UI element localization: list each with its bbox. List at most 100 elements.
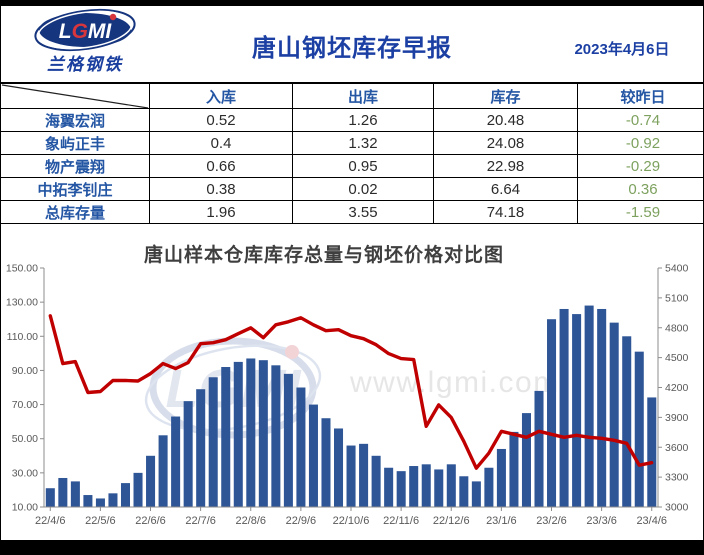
- inventory-bar: [484, 467, 494, 507]
- inventory-bar: [196, 389, 206, 507]
- left-axis-tick-label: 30.00: [12, 467, 38, 479]
- axis-labels: 150.00 130.00 110.00 90.00 70.00 50.00 30.00 10…: [6, 263, 689, 528]
- inventory-bar: [321, 418, 331, 507]
- diagonal-header-cell: [0, 82, 150, 109]
- logo-subtext: 兰格钢铁: [47, 55, 123, 74]
- right-axis-tick-label: 4500: [665, 352, 689, 364]
- left-axis-tick-label: 70.00: [12, 399, 38, 411]
- price-line: [48, 314, 654, 470]
- col-header-delta: 较昨日: [577, 82, 704, 109]
- x-axis-tick-label: 22/5/6: [85, 515, 116, 527]
- table-row: 海翼宏润 0.52 1.26 20.48 -0.74: [0, 108, 704, 132]
- right-axis-tick-label: 5400: [665, 263, 689, 275]
- x-axis-tick-label: 23/4/6: [636, 515, 667, 527]
- inventory-bar: [171, 416, 181, 507]
- inventory-bar: [108, 493, 118, 507]
- inventory-table: 入库 出库 库存 较昨日 海翼宏润 0.52 1.26 20.48 -0.74 …: [0, 82, 704, 224]
- axes: [40, 267, 662, 511]
- diagonal-line: [1, 84, 149, 108]
- inventory-bar: [359, 443, 369, 507]
- page-title: 唐山钢坯库存早报: [252, 35, 452, 62]
- x-axis-tick-label: 22/8/6: [235, 515, 266, 527]
- table-row: 象屿正丰 0.4 1.32 24.08 -0.92: [0, 131, 704, 155]
- cell-stock: 74.18: [433, 200, 578, 224]
- inventory-bar: [58, 477, 68, 507]
- right-axis-tick-label: 3900: [665, 412, 689, 424]
- inventory-bar: [233, 361, 243, 507]
- inventory-bar: [45, 488, 55, 507]
- left-axis-tick-label: 110.00: [7, 331, 38, 343]
- inventory-bar: [133, 472, 143, 507]
- cell-delta: -1.59: [577, 200, 704, 224]
- inventory-bar: [559, 308, 569, 507]
- inventory-bar: [146, 455, 156, 507]
- table-row-total: 总库存量 1.96 3.55 74.18 -1.59: [0, 200, 704, 224]
- table-row: 中拓李钊庄 0.38 0.02 6.64 0.36: [0, 177, 704, 201]
- inventory-bar: [334, 428, 344, 507]
- left-axis-tick-label: 130.00: [6, 297, 38, 309]
- row-name: 海翼宏润: [0, 108, 150, 132]
- left-axis-tick-label: 10.00: [12, 502, 38, 514]
- cell-inbound: 0.52: [149, 108, 293, 132]
- inventory-bar: [208, 377, 218, 507]
- cell-stock: 6.64: [433, 177, 578, 201]
- inventory-bar: [584, 305, 594, 507]
- right-axis-tick-label: 3300: [665, 472, 689, 484]
- bar-series: [45, 305, 657, 507]
- row-name: 物产震翔: [0, 154, 150, 178]
- row-name: 中拓李钊庄: [0, 177, 150, 201]
- right-axis-tick-label: 3000: [665, 502, 689, 514]
- inventory-bar: [183, 401, 193, 507]
- cell-inbound: 1.96: [149, 200, 293, 224]
- inventory-bar: [396, 471, 406, 507]
- top-black-bar: [0, 0, 704, 6]
- inventory-bar: [609, 322, 619, 507]
- bottom-black-bar: [0, 540, 704, 555]
- inventory-bar: [258, 360, 268, 507]
- inventory-bar: [371, 455, 381, 507]
- cell-delta: -0.92: [577, 131, 704, 155]
- row-name: 象屿正丰: [0, 131, 150, 155]
- lgmi-logo-icon: LGMI: [34, 8, 136, 52]
- x-axis-tick-label: 23/1/6: [486, 515, 517, 527]
- inventory-price-chart: LGMI www.lgmi.com150.00130.00110.0090.007…: [6, 263, 689, 528]
- inventory-bar: [496, 448, 506, 507]
- x-axis-tick-label: 22/10/6: [333, 515, 370, 527]
- inventory-bar: [547, 319, 557, 507]
- x-axis-tick-label: 22/4/6: [35, 515, 66, 527]
- cell-inbound: 0.66: [149, 154, 293, 178]
- inventory-bar: [521, 413, 531, 507]
- report-date: 2023年4月6日: [574, 41, 670, 58]
- inventory-bar: [346, 445, 356, 507]
- inventory-bar: [634, 351, 644, 507]
- left-axis-tick-label: 90.00: [12, 365, 38, 377]
- right-axis-tick-label: 5100: [665, 292, 689, 304]
- inventory-bar: [83, 495, 93, 507]
- x-axis-tick-label: 22/9/6: [286, 515, 317, 527]
- inventory-bar: [221, 367, 231, 507]
- inventory-bar: [597, 308, 607, 507]
- cell-delta: -0.74: [577, 108, 704, 132]
- inventory-bar: [509, 431, 519, 507]
- cell-outbound: 3.55: [292, 200, 434, 224]
- inventory-bar: [120, 483, 131, 507]
- inventory-bar: [647, 397, 657, 507]
- table-row: 物产震翔 0.66 0.95 22.98 -0.29: [0, 154, 704, 178]
- inventory-bar: [158, 435, 168, 507]
- cell-stock: 20.48: [433, 108, 578, 132]
- x-axis-tick-label: 22/7/6: [185, 515, 216, 527]
- inventory-bar: [434, 469, 444, 507]
- chart-title: 唐山样本仓库库存总量与钢坯价格对比图: [143, 245, 504, 266]
- inventory-bar: [459, 476, 469, 507]
- inventory-bar: [572, 314, 582, 507]
- cell-stock: 24.08: [433, 131, 578, 155]
- table-header-row: 入库 出库 库存 较昨日: [0, 82, 704, 109]
- x-axis-tick-label: 22/12/6: [433, 515, 470, 527]
- col-header-outbound: 出库: [292, 82, 434, 109]
- cell-delta: -0.29: [577, 154, 704, 178]
- cell-outbound: 1.26: [292, 108, 434, 132]
- svg-text:www.lgmi.com: www.lgmi.com: [349, 366, 560, 399]
- inventory-bar: [283, 373, 293, 507]
- inventory-bar: [534, 390, 544, 507]
- right-axis-tick-label: 3600: [665, 442, 689, 454]
